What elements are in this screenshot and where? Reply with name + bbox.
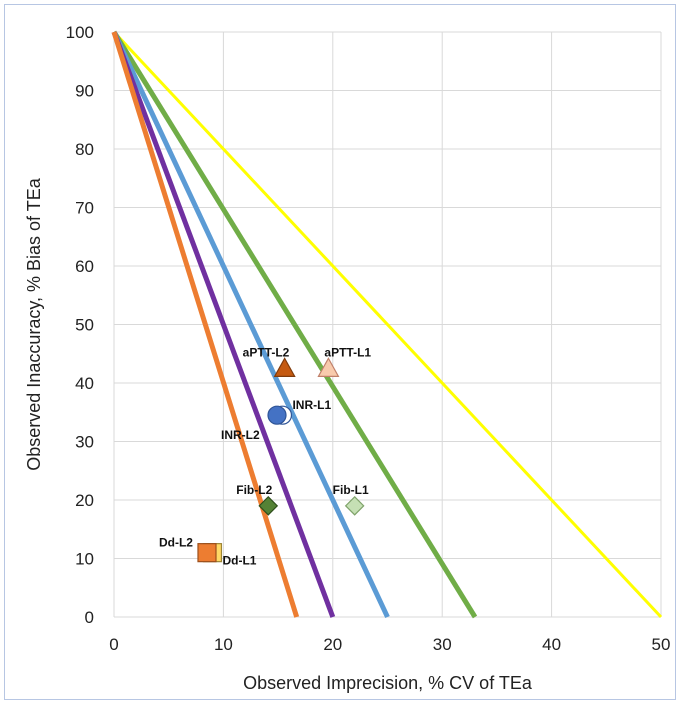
x-tick-label: 50	[652, 635, 671, 654]
point-label: Dd-L2	[159, 536, 193, 550]
point-labels: aPTT-L2 aPTT-L1 INR-L1 INR-L2 Fib-L2 Fib-L1 Dd…	[159, 345, 371, 567]
y-tick-label: 10	[75, 550, 94, 569]
y-tick-label: 60	[75, 257, 94, 276]
point-marker	[197, 543, 217, 563]
decision-line	[111, 30, 390, 619]
decision-line	[111, 31, 336, 618]
y-tick-label: 30	[75, 433, 94, 452]
x-tick-label: 40	[542, 635, 561, 654]
point-marker	[273, 357, 296, 377]
point-marker	[344, 496, 365, 516]
x-tick-label: 30	[433, 635, 452, 654]
decision-lines	[111, 30, 663, 619]
point-marker	[258, 496, 279, 516]
y-tick-label: 80	[75, 140, 94, 159]
y-tick-label: 90	[75, 82, 94, 101]
y-tick-label: 40	[75, 374, 94, 393]
decision-line	[112, 30, 663, 619]
y-tick-label: 0	[85, 608, 94, 627]
point-label: Fib-L1	[333, 483, 369, 497]
y-tick-label: 20	[75, 491, 94, 510]
point-label: Fib-L2	[236, 483, 272, 497]
x-axis-title: Observed Imprecision, % CV of TEa	[243, 673, 533, 693]
point-marker	[317, 357, 340, 377]
decision-line	[111, 30, 478, 619]
x-tick-label: 20	[323, 635, 342, 654]
y-tick-label: 50	[75, 316, 94, 335]
point-label: aPTT-L2	[243, 345, 290, 359]
point-label: INR-L2	[221, 428, 260, 442]
tick-labels: 0 10 20 30 40 50 60 70 80 90 100 0 10 20 30 40 50	[66, 23, 671, 654]
y-tick-label: 70	[75, 199, 94, 218]
x-tick-label: 0	[109, 635, 118, 654]
point-label: aPTT-L1	[324, 345, 371, 359]
point-label: INR-L1	[292, 398, 331, 412]
data-points	[197, 357, 365, 563]
point-marker	[267, 405, 287, 425]
decision-line	[111, 31, 300, 618]
y-tick-label: 100	[66, 23, 94, 42]
y-axis-title: Observed Inaccuracy, % Bias of TEa	[24, 177, 44, 470]
x-tick-label: 10	[214, 635, 233, 654]
chart-frame	[4, 4, 676, 700]
point-label: Dd-L1	[222, 554, 256, 568]
